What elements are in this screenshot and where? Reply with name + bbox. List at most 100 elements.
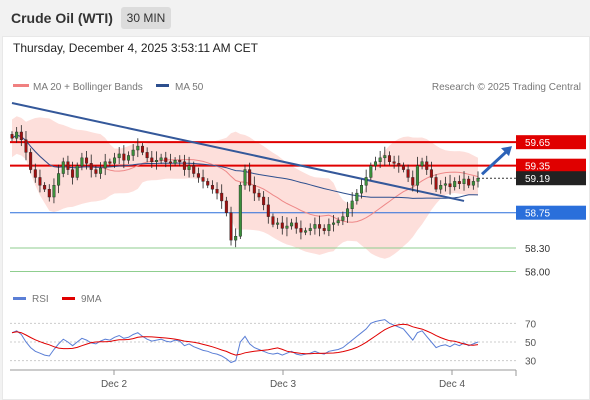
rsi-level-label-30: 30 bbox=[525, 357, 537, 368]
candle-body bbox=[201, 177, 205, 182]
candle-body bbox=[168, 161, 172, 164]
level-badge-59.65 bbox=[516, 135, 586, 150]
candle-body bbox=[19, 131, 23, 141]
candle-body bbox=[178, 159, 182, 162]
candle-body bbox=[94, 169, 98, 174]
rsi-legend-swatch bbox=[13, 297, 26, 300]
candle-body bbox=[401, 165, 405, 170]
candle-body bbox=[210, 185, 214, 190]
candle-body bbox=[57, 173, 61, 186]
rsi-ma-line bbox=[11, 323, 479, 356]
candle-body bbox=[24, 139, 28, 153]
candle-body bbox=[471, 181, 475, 186]
candle-body bbox=[299, 228, 303, 233]
x-tick-label: Dec 4 bbox=[439, 379, 466, 390]
candle-body bbox=[75, 165, 79, 178]
candle-body bbox=[360, 185, 364, 194]
candle-body bbox=[10, 134, 14, 139]
candle-body bbox=[322, 228, 326, 231]
rsi-ma-legend-swatch bbox=[62, 297, 75, 300]
level-label-58.30: 58.30 bbox=[525, 244, 550, 255]
candle-body bbox=[266, 204, 270, 217]
candle-body bbox=[117, 153, 121, 159]
level-label-58.00: 58.00 bbox=[525, 267, 550, 278]
candle-body bbox=[467, 178, 471, 186]
candle-body bbox=[43, 185, 47, 190]
candle-body bbox=[364, 177, 368, 186]
candlesticks bbox=[10, 125, 480, 248]
ma50-legend-label: MA 50 bbox=[175, 82, 204, 93]
candle-body bbox=[457, 181, 461, 184]
candle-body bbox=[126, 155, 130, 161]
candle-body bbox=[47, 188, 51, 198]
x-tick-label: Dec 3 bbox=[270, 379, 297, 390]
candle-body bbox=[206, 181, 210, 186]
candle-body bbox=[415, 165, 419, 186]
candle-body bbox=[248, 169, 252, 186]
candle-body bbox=[443, 183, 447, 186]
ma20-legend-label: MA 20 + Bollinger Bands bbox=[33, 82, 143, 93]
candle-body bbox=[355, 192, 359, 202]
candle-body bbox=[262, 196, 266, 206]
x-axis: Dec 2 Dec 3 Dec 4 bbox=[10, 369, 517, 390]
candle-body bbox=[476, 178, 480, 182]
level-badge-59.35 bbox=[516, 158, 586, 173]
candle-body bbox=[290, 222, 294, 227]
candle-body bbox=[327, 224, 331, 231]
candle-body bbox=[159, 157, 163, 161]
candle-body bbox=[243, 169, 247, 186]
candle-body bbox=[15, 131, 19, 139]
candle-body bbox=[439, 185, 443, 190]
rsi-ma-legend-label: 9MA bbox=[81, 294, 102, 305]
trendline bbox=[11, 102, 465, 202]
candle-body bbox=[257, 192, 261, 198]
widget-header: Crude Oil (WTI) 30 MIN bbox=[0, 0, 590, 36]
rsi-line bbox=[11, 319, 479, 364]
level-badge-58.75 bbox=[516, 205, 586, 220]
timeframe-selector[interactable]: 30 MIN bbox=[121, 7, 171, 29]
rsi-legend-label: RSI bbox=[32, 294, 49, 305]
candle-body bbox=[378, 157, 382, 162]
candle-body bbox=[462, 178, 466, 184]
candle-body bbox=[29, 152, 33, 170]
candle-body bbox=[140, 145, 144, 153]
rsi-level-label-70: 70 bbox=[525, 319, 537, 330]
candle-body bbox=[425, 161, 429, 170]
candle-body bbox=[341, 216, 345, 221]
candle-body bbox=[420, 161, 424, 166]
candle-body bbox=[108, 161, 112, 164]
candle-body bbox=[336, 220, 340, 224]
candle-body bbox=[392, 161, 396, 164]
instrument-title: Crude Oil (WTI) bbox=[11, 10, 113, 26]
candle-body bbox=[192, 165, 196, 174]
candle-body bbox=[271, 216, 275, 225]
candle-body bbox=[182, 161, 186, 170]
x-tick-label: Dec 2 bbox=[101, 379, 128, 390]
candle-body bbox=[196, 173, 200, 178]
candle-body bbox=[164, 157, 168, 162]
candle-body bbox=[383, 155, 387, 159]
rsi-panel: 30 50 70 bbox=[10, 319, 537, 368]
candle-body bbox=[373, 161, 377, 166]
candle-body bbox=[350, 200, 354, 209]
candle-body bbox=[346, 208, 350, 217]
candle-body bbox=[113, 157, 117, 164]
candle-body bbox=[238, 185, 242, 237]
candle-body bbox=[411, 177, 415, 186]
candle-body bbox=[122, 153, 126, 161]
candle-body bbox=[154, 159, 158, 162]
candle-body bbox=[145, 152, 149, 159]
candle-body bbox=[252, 185, 256, 194]
level-label-58.75: 58.75 bbox=[525, 209, 550, 220]
candle-body bbox=[136, 145, 140, 151]
level-badge-59.19 bbox=[516, 171, 586, 186]
candle-body bbox=[150, 157, 154, 162]
candle-body bbox=[429, 169, 433, 178]
candle-body bbox=[369, 165, 373, 178]
ma50-legend-swatch bbox=[156, 84, 169, 87]
candle-body bbox=[38, 177, 42, 186]
candle-body bbox=[387, 155, 391, 162]
candle-body bbox=[453, 181, 457, 188]
candle-body bbox=[448, 183, 452, 188]
